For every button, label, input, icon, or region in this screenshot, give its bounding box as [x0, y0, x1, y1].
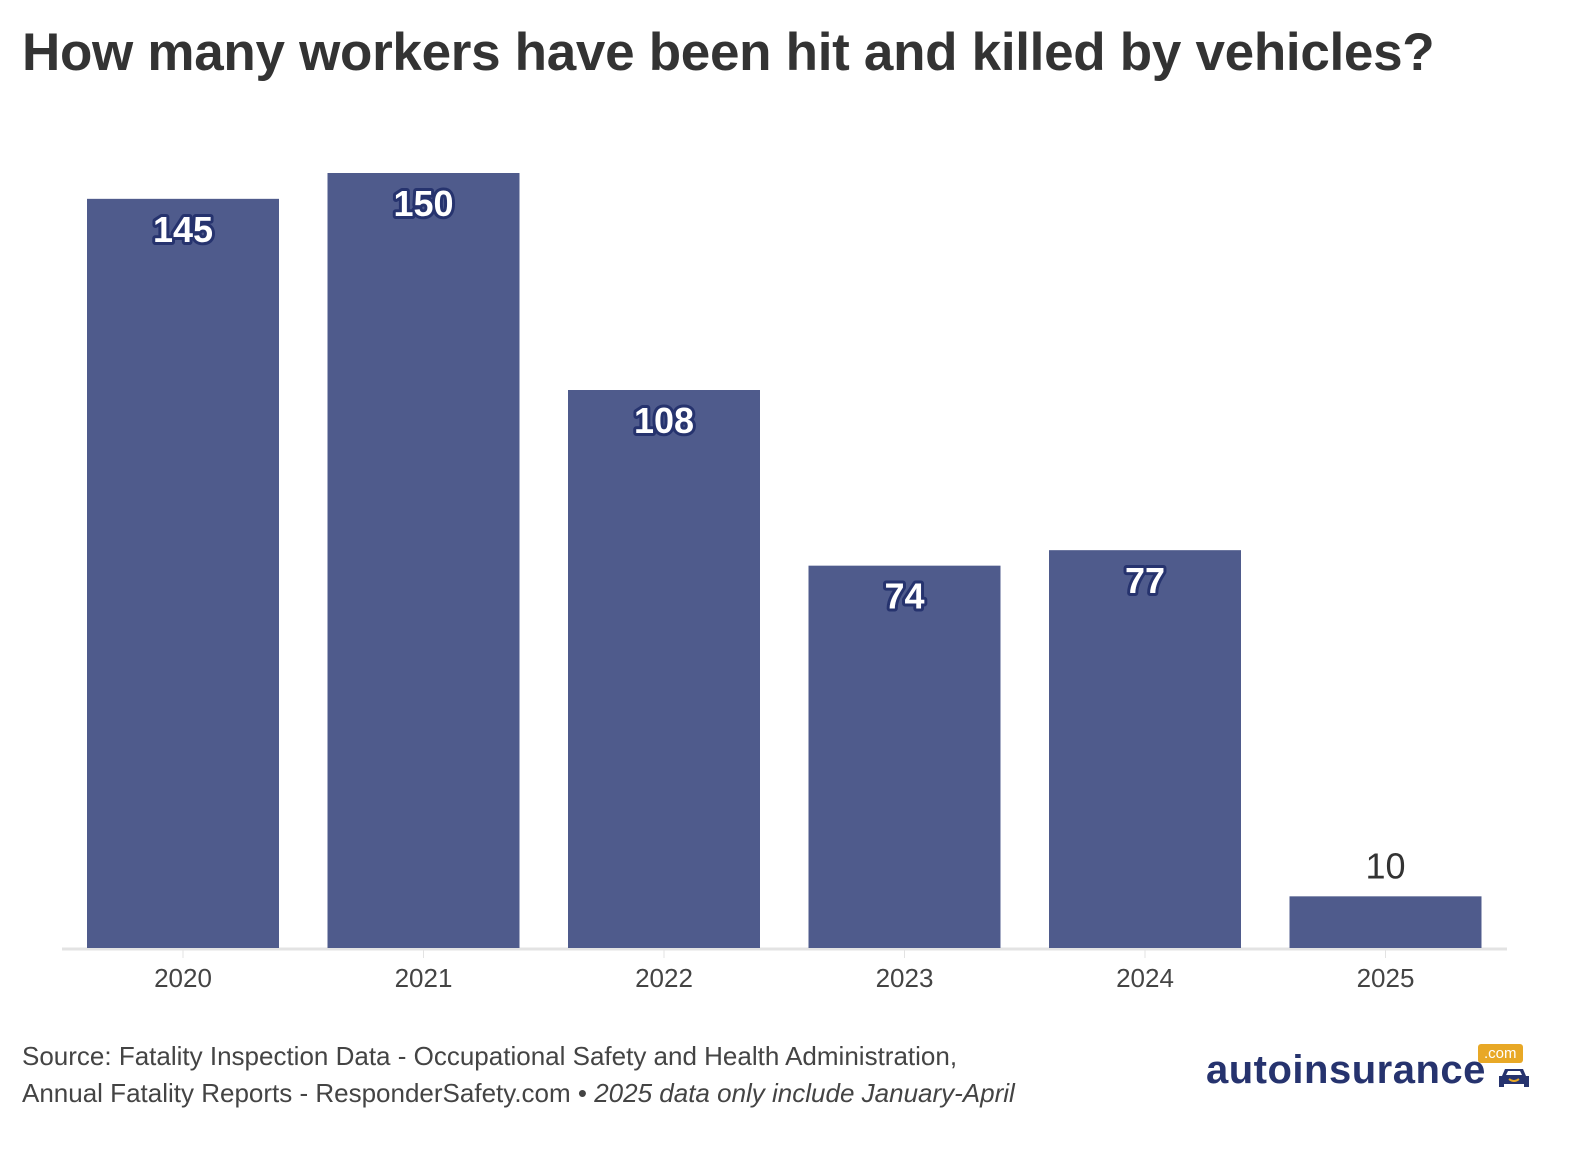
data-label: 150 [393, 183, 453, 224]
data-label: 145 [153, 209, 213, 250]
source-line-1: Source: Fatality Inspection Data - Occup… [22, 1041, 958, 1071]
bar-2022 [568, 390, 760, 948]
source-note: Source: Fatality Inspection Data - Occup… [22, 1038, 1015, 1112]
x-tick-label: 2021 [395, 963, 453, 993]
data-label: 10 [1365, 845, 1405, 886]
data-label: 108 [634, 400, 694, 441]
logo-text: autoinsurance [1206, 1048, 1486, 1092]
bar-2021 [327, 173, 520, 948]
chart-title: How many workers have been hit and kille… [22, 23, 1435, 82]
data-note: 2025 data only include January-April [594, 1078, 1015, 1108]
bar-2025 [1289, 896, 1482, 948]
x-tick-label: 2020 [154, 963, 212, 993]
data-label: 74 [884, 576, 924, 617]
x-tick-label: 2024 [1116, 963, 1174, 993]
x-tick-label: 2023 [876, 963, 934, 993]
logo-com-badge: .com [1478, 1044, 1523, 1063]
bar-2020 [87, 198, 279, 949]
bar-2024 [1049, 550, 1241, 948]
autoinsurance-logo: autoinsurance .com [1206, 1044, 1546, 1094]
data-label: 77 [1125, 560, 1165, 601]
x-tick-label: 2025 [1357, 963, 1415, 993]
car-icon [1499, 1069, 1529, 1087]
bar-2023 [808, 565, 1001, 948]
source-line-2: Annual Fatality Reports - ResponderSafet… [22, 1078, 595, 1108]
x-tick-label: 2022 [635, 963, 693, 993]
